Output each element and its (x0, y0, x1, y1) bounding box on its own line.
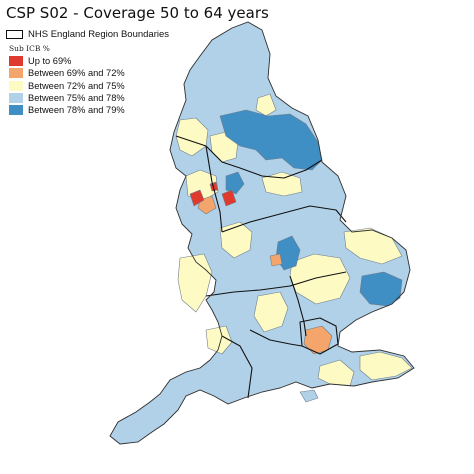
region-72-75-wales-border (177, 253, 213, 313)
isle-of-wight (299, 389, 319, 403)
legend-title: Sub ICB % (9, 44, 50, 53)
legend-item: Between 75% and 78% (9, 92, 125, 104)
legend-label: Between 72% and 75% (28, 80, 125, 91)
legend-item: Between 78% and 79% (9, 104, 125, 116)
legend-label: Up to 69% (28, 56, 72, 67)
nhs-region-boundary-south-east (249, 329, 303, 347)
legend-swatch-75-78 (9, 93, 23, 104)
nhs-region-boundary-south-west (221, 335, 253, 399)
nhs-region-boundary-midlands-south (205, 271, 347, 297)
region-78-79-lancashire (225, 171, 245, 195)
region-72-75-oxford (253, 291, 289, 333)
map-title: CSP S02 - Coverage 50 to 64 years (6, 4, 269, 22)
coastline (109, 21, 415, 445)
nhs-region-boundary-east (289, 275, 307, 337)
nhs-region-boundary-north-west (175, 135, 223, 233)
boundary-legend: NHS England Region Boundaries (6, 29, 169, 40)
legend: Up to 69% Between 69% and 72% Between 72… (9, 55, 125, 116)
boundary-legend-swatch (6, 30, 23, 39)
region-72-75-lancashire-north (175, 117, 209, 157)
region-72-75-sussex (359, 351, 413, 381)
region-72-75-humber (261, 171, 303, 197)
region-69-72-midlands-small (269, 253, 283, 267)
legend-swatch-72-75 (9, 80, 23, 91)
region-78-79-yorkshire (219, 109, 323, 171)
legend-label: Between 78% and 79% (28, 105, 125, 116)
legend-swatch-69-72 (9, 68, 23, 79)
legend-swatch-78-79 (9, 105, 23, 116)
legend-item: Between 69% and 72% (9, 67, 125, 79)
region-72-75-bristol (205, 325, 233, 355)
nhs-region-boundary-north-east (205, 145, 323, 179)
legend-item: Up to 69% (9, 55, 125, 67)
legend-label: Between 69% and 72% (28, 68, 125, 79)
region-72-75-lincolnshire-east (343, 227, 403, 265)
legend-item: Between 72% and 75% (9, 80, 125, 92)
nhs-region-boundary-midlands-north (221, 205, 347, 233)
legend-swatch-up-to-69 (9, 56, 23, 67)
boundary-legend-label: NHS England Region Boundaries (28, 29, 170, 40)
region-72-75-cheshire (219, 221, 253, 259)
region-72-75-north-coast (255, 93, 277, 117)
legend-label: Between 75% and 78% (28, 93, 125, 104)
region-up-to-69-liverpool (189, 189, 205, 207)
region-up-to-69-manchester (221, 189, 237, 207)
region-up-to-69-lancs-small (209, 181, 219, 192)
